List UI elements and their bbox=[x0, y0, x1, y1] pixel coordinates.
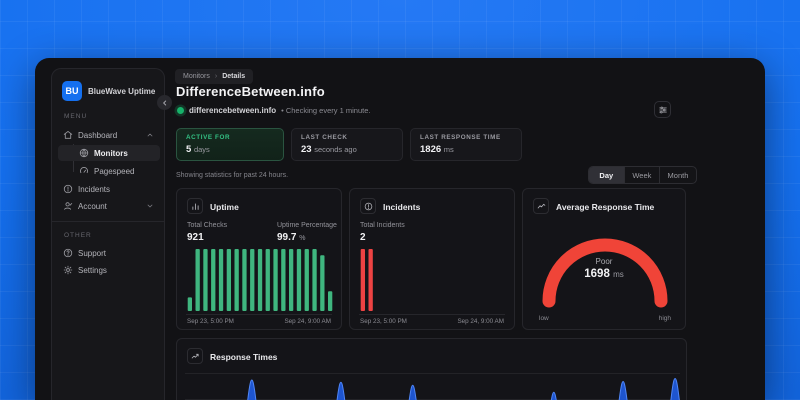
brand-name: BlueWave Uptime bbox=[88, 86, 156, 96]
range-month-button[interactable]: Month bbox=[667, 170, 689, 180]
x-axis-end-label: Sep 24, 9:00 AM bbox=[457, 318, 504, 325]
menu-section-label: MENU bbox=[64, 113, 88, 120]
configure-button[interactable] bbox=[654, 101, 671, 118]
sidebar-item-label: Support bbox=[78, 248, 107, 258]
stat-value: 1826 bbox=[420, 144, 442, 155]
total-incidents-value: 2 bbox=[360, 232, 366, 243]
brand-logo: BU bbox=[62, 81, 82, 101]
range-toggle: Day Week Month bbox=[588, 166, 697, 184]
response-time-gauge bbox=[542, 238, 668, 308]
gear-icon bbox=[63, 265, 73, 275]
globe-icon bbox=[79, 148, 89, 158]
home-icon bbox=[63, 130, 73, 140]
sidebar-item-settings[interactable]: Settings bbox=[58, 262, 160, 278]
checking-note: • Checking every 1 minute. bbox=[281, 106, 371, 115]
stat-label: ACTIVE FOR bbox=[186, 134, 231, 141]
chart-axis-line bbox=[359, 314, 505, 315]
sidebar-divider bbox=[52, 221, 164, 222]
trend-up-icon bbox=[187, 348, 203, 364]
response-times-card: Response Times bbox=[176, 338, 687, 400]
x-axis-start-label: Sep 23, 5:00 PM bbox=[187, 318, 234, 325]
sidebar-item-label: Incidents bbox=[78, 184, 111, 194]
stat-value: 5 bbox=[186, 144, 192, 155]
sidebar-item-label: Monitors bbox=[94, 148, 128, 158]
help-circle-icon bbox=[63, 248, 73, 258]
speedometer-icon bbox=[79, 166, 89, 176]
total-incidents-label: Total Incidents bbox=[360, 222, 405, 229]
x-axis-start-label: Sep 23, 5:00 PM bbox=[360, 318, 407, 325]
brand: BU BlueWave Uptime bbox=[62, 81, 155, 101]
stat-card-active-for: ACTIVE FOR 5 days bbox=[176, 128, 284, 161]
stat-value: 23 bbox=[301, 144, 312, 155]
sidebar: BU BlueWave Uptime MENU Dashboard Monito… bbox=[51, 68, 165, 400]
sliders-icon bbox=[658, 106, 667, 113]
stat-label: LAST RESPONSE TIME bbox=[420, 134, 501, 141]
breadcrumb-current: Details bbox=[222, 73, 246, 80]
sidebar-item-dashboard[interactable]: Dashboard bbox=[58, 127, 160, 143]
sidebar-item-label: Settings bbox=[78, 265, 107, 275]
sidebar-item-incidents[interactable]: Incidents bbox=[58, 181, 160, 197]
stat-card-last-check: LAST CHECK 23 seconds ago bbox=[291, 128, 403, 161]
gauge-status-label: Poor bbox=[595, 257, 613, 266]
card-title: Incidents bbox=[383, 202, 421, 212]
sidebar-item-pagespeed[interactable]: Pagespeed bbox=[58, 163, 160, 179]
other-section-label: OTHER bbox=[64, 232, 92, 239]
card-title: Uptime bbox=[210, 202, 239, 212]
incidents-bar-chart bbox=[360, 249, 373, 311]
stat-card-last-response-time: LAST RESPONSE TIME 1826 ms bbox=[410, 128, 522, 161]
sidebar-item-label: Account bbox=[78, 201, 107, 211]
gauge-value: 1698 ms bbox=[584, 268, 624, 280]
alert-circle-icon bbox=[360, 198, 376, 214]
breadcrumb-monitors-link[interactable]: Monitors bbox=[183, 73, 210, 80]
user-icon bbox=[63, 201, 73, 211]
monitor-url[interactable]: differencebetween.info bbox=[189, 106, 277, 115]
response-times-area-chart bbox=[185, 373, 680, 400]
card-title: Average Response Time bbox=[556, 202, 655, 212]
bar-chart-icon bbox=[187, 198, 203, 214]
alert-circle-icon bbox=[63, 184, 73, 194]
breadcrumb: Monitors › Details bbox=[175, 69, 254, 84]
chevron-left-icon bbox=[162, 100, 166, 105]
sidebar-collapse-button[interactable] bbox=[157, 95, 172, 110]
uptime-percentage-value: 99.7 % bbox=[277, 232, 306, 243]
gauge-max-label: high bbox=[658, 315, 671, 322]
sidebar-item-monitors[interactable]: Monitors bbox=[58, 145, 160, 161]
chart-axis-line bbox=[186, 314, 332, 315]
page-title: DifferenceBetween.info bbox=[176, 84, 325, 99]
stat-unit: seconds ago bbox=[314, 145, 357, 154]
card-title: Response Times bbox=[210, 352, 278, 362]
uptime-bar-chart bbox=[187, 249, 333, 311]
stat-label: LAST CHECK bbox=[301, 134, 348, 141]
range-day-button[interactable]: Day bbox=[589, 167, 625, 183]
sidebar-item-label: Dashboard bbox=[78, 130, 118, 140]
sidebar-item-account[interactable]: Account bbox=[58, 198, 160, 214]
stat-unit: days bbox=[193, 145, 210, 154]
sidebar-item-label: Pagespeed bbox=[94, 166, 135, 176]
chevron-down-icon bbox=[146, 202, 154, 210]
sidebar-item-support[interactable]: Support bbox=[58, 245, 160, 261]
chevron-up-icon bbox=[146, 131, 154, 139]
uptime-card: Uptime Total Checks 921 Uptime Percentag… bbox=[176, 188, 342, 330]
stats-range-note: Showing statistics for past 24 hours. bbox=[176, 172, 289, 179]
status-dot-icon bbox=[177, 107, 184, 114]
range-week-button[interactable]: Week bbox=[625, 167, 661, 183]
breadcrumb-separator: › bbox=[214, 73, 218, 80]
uptime-percentage-label: Uptime Percentage bbox=[277, 222, 337, 229]
total-checks-value: 921 bbox=[187, 232, 204, 243]
stat-unit: ms bbox=[443, 145, 454, 154]
total-checks-label: Total Checks bbox=[187, 222, 228, 229]
incidents-card: Incidents Total Incidents 2 Sep 23, 5:00… bbox=[349, 188, 515, 330]
app-window: BU BlueWave Uptime MENU Dashboard Monito… bbox=[35, 58, 765, 400]
gauge-min-label: low bbox=[539, 315, 549, 322]
line-chart-icon bbox=[533, 198, 549, 214]
monitor-status-row: differencebetween.info • Checking every … bbox=[177, 106, 370, 115]
x-axis-end-label: Sep 24, 9:00 AM bbox=[284, 318, 331, 325]
average-response-time-card: Average Response Time Poor 1698 ms low h… bbox=[522, 188, 686, 330]
